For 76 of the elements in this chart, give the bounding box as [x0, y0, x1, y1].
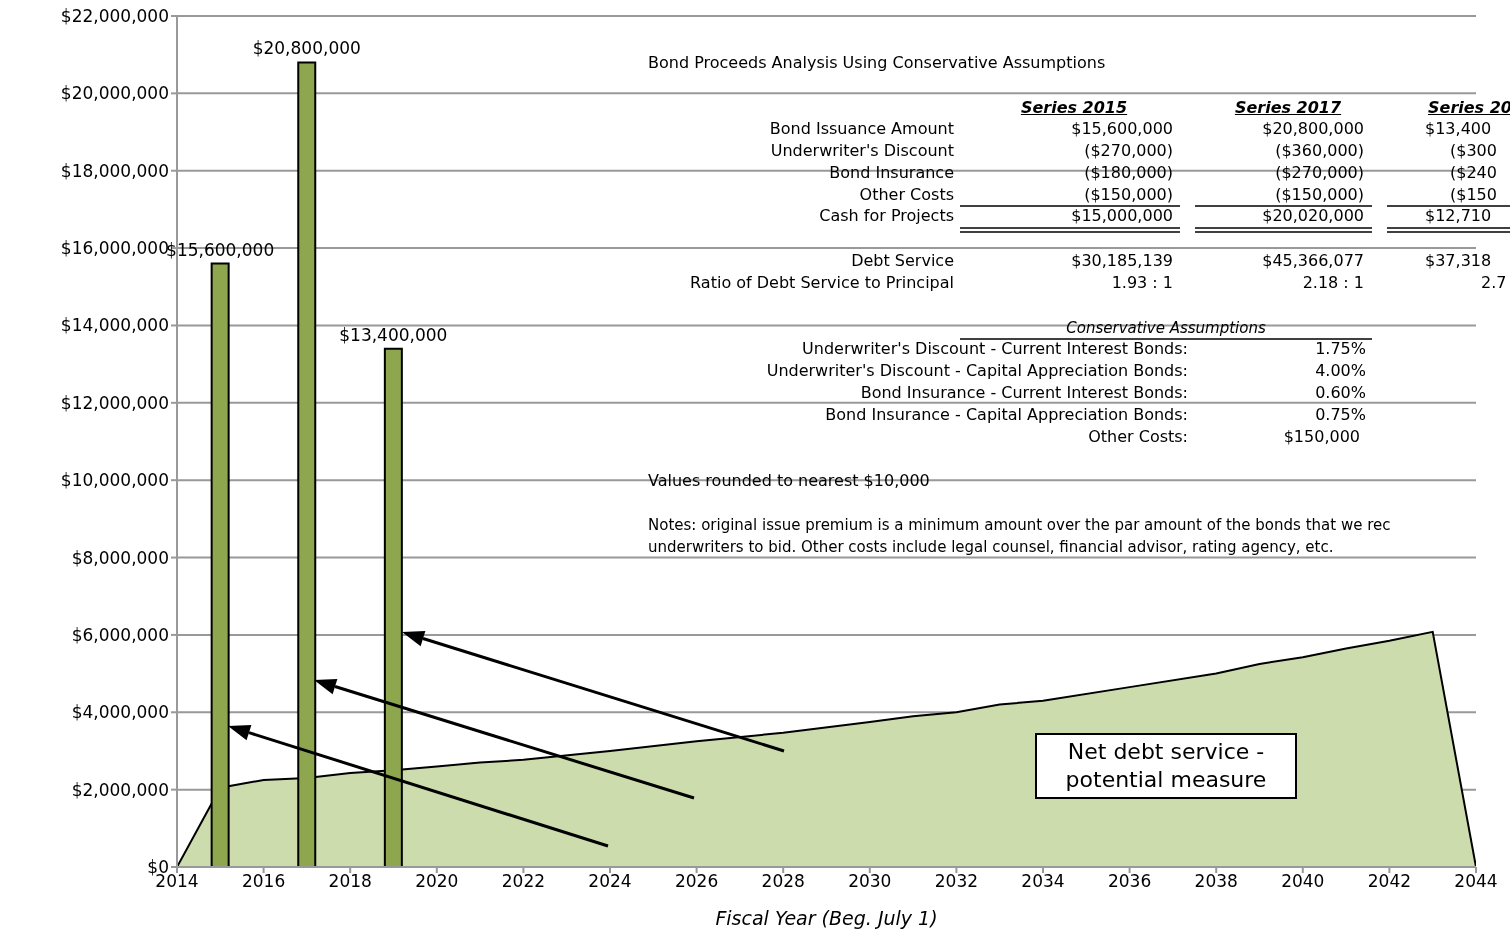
x-tick-label: 2042	[1367, 871, 1412, 892]
y-tick-label: $12,000,000	[60, 392, 169, 413]
annotation: $12,710	[1425, 206, 1492, 226]
annotation: Bond Insurance - Current Interest Bonds:	[860, 383, 1188, 403]
annotation: $20,800,000	[1262, 119, 1364, 139]
annotation: Underwriter's Discount - Capital Appreciation Bonds:	[766, 361, 1188, 381]
y-tick-label: $10,000,000	[60, 470, 169, 491]
x-tick-label: 2040	[1281, 871, 1325, 892]
annotation: 0.60%	[1315, 383, 1366, 403]
x-tick-label: 2038	[1194, 871, 1238, 892]
annotation: Other Costs:	[1088, 427, 1188, 447]
x-tick-label: 2036	[1107, 871, 1152, 892]
annotation: Notes: original issue premium is a minimum amount over the par amount of the bonds that we rec	[648, 515, 1391, 535]
data-label: $15,600,000	[166, 239, 275, 260]
annotation: Series 2015	[1020, 98, 1128, 118]
annotation: 2.18 : 1	[1302, 273, 1364, 293]
annotation: $45,366,077	[1262, 251, 1364, 271]
annotation: ($180,000)	[1084, 163, 1173, 183]
text: 2.7	[1481, 273, 1507, 293]
y-tick-label: $20,000,000	[60, 83, 169, 104]
annotation: Bond Insurance - Capital Appreciation Bonds:	[825, 405, 1188, 425]
annotation: $13,400	[1425, 119, 1492, 139]
x-tick-label: 2024	[588, 871, 632, 892]
annotation: 1.75%	[1315, 339, 1366, 359]
y-tick-label: $2,000,000	[71, 779, 169, 800]
annotation: Underwriter's Discount	[770, 141, 954, 161]
y-tick-label: $4,000,000	[71, 702, 169, 723]
x-tick-label: 2016	[241, 871, 286, 892]
x-tick-label: 2044	[1454, 871, 1498, 892]
data-label: $13,400,000	[339, 324, 448, 345]
x-tick-label: 2026	[674, 871, 719, 892]
y-tick-label: $18,000,000	[60, 160, 169, 181]
annotation: $15,600,000	[1071, 119, 1173, 139]
annotation: Values rounded to nearest $10,000	[648, 471, 930, 491]
annotation: ($270,000)	[1084, 141, 1173, 161]
annotation: 0.75%	[1315, 405, 1366, 425]
annotation: 1.93 : 1	[1111, 273, 1173, 293]
annotation: Underwriter's Discount - Current Interest Bonds:	[802, 339, 1188, 359]
annotation: Bond Insurance	[829, 163, 954, 183]
annotation: Bond Issuance Amount	[769, 119, 954, 139]
annotation: ($150,000)	[1084, 185, 1173, 205]
annotation: $30,185,139	[1071, 251, 1173, 271]
annotation: Series 2017	[1234, 98, 1342, 118]
x-tick-label: 2020	[415, 871, 459, 892]
annotation: ($150	[1450, 185, 1497, 205]
x-tick-label: 2030	[848, 871, 892, 892]
x-tick-label: 2032	[934, 871, 979, 892]
annotation: ($150,000)	[1275, 185, 1364, 205]
annotation: Cash for Projects	[819, 206, 954, 226]
x-tick-label: 2018	[328, 871, 372, 892]
annotation: Conservative Assumptions	[1066, 318, 1266, 338]
annotation: underwriters to bid. Other costs include legal counsel, financial advisor, rating agency, etc.	[648, 537, 1334, 557]
annotation: Debt Service	[851, 251, 954, 271]
data-label: $20,800,000	[252, 38, 361, 59]
y-tick-label: $16,000,000	[60, 238, 169, 259]
annotation: Bond Proceeds Analysis Using Conservative Assumptions	[648, 53, 1106, 73]
annotation: $37,318	[1425, 251, 1492, 271]
annotation: ($240	[1450, 163, 1497, 183]
x-tick-label: 2028	[761, 871, 805, 892]
x-axis-title: Fiscal Year (Beg. July 1)	[715, 907, 938, 929]
annotation: ($360,000)	[1275, 141, 1364, 161]
y-tick-label: $14,000,000	[60, 315, 169, 336]
annotation: ($270,000)	[1275, 163, 1364, 183]
y-tick-label: $6,000,000	[71, 624, 169, 645]
annotation: 4.00%	[1315, 361, 1366, 381]
y-tick-label: $22,000,000	[60, 6, 169, 27]
annotation: $20,020,000	[1262, 206, 1364, 226]
annotation: $15,000,000	[1071, 206, 1173, 226]
annotation: Net debt service - potential measure	[1035, 733, 1297, 799]
x-tick-label: 2022	[501, 871, 546, 892]
annotation: ($300	[1450, 141, 1497, 161]
annotation: Ratio of Debt Service to Principal	[690, 273, 954, 293]
annotation: Other Costs	[859, 185, 954, 205]
annotation: $150,000	[1283, 427, 1360, 447]
x-tick-label: 2034	[1021, 871, 1065, 892]
y-tick-label: $8,000,000	[71, 547, 169, 568]
